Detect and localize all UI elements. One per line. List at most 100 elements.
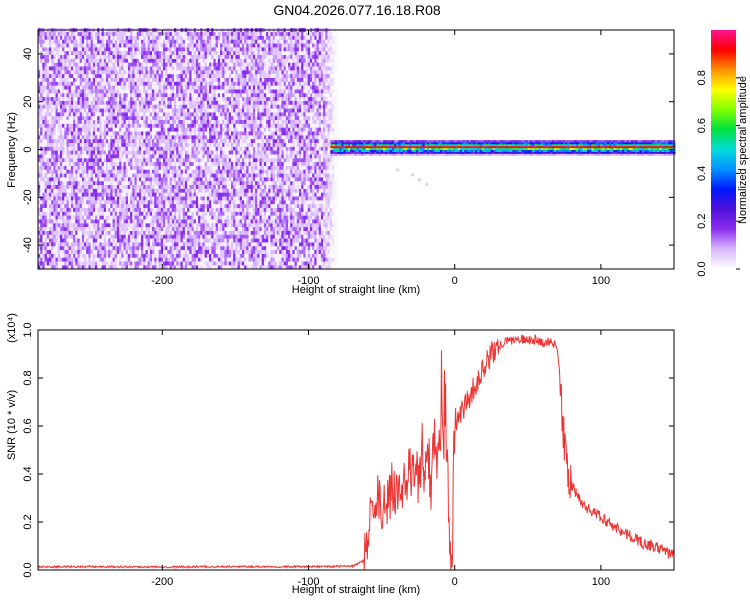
heatmap-cell <box>132 215 136 220</box>
heatmap-cell <box>116 66 120 71</box>
heatmap-cell <box>68 35 72 40</box>
heatmap-cell <box>191 62 195 67</box>
heatmap-cell <box>173 169 177 174</box>
heatmap-cell <box>198 138 202 143</box>
heatmap-cell <box>191 100 195 105</box>
heatmap-cell <box>147 249 151 254</box>
heatmap-cell <box>138 223 142 228</box>
heatmap-cell <box>53 62 57 67</box>
heatmap-cell <box>191 154 195 159</box>
heatmap-cell <box>44 131 48 136</box>
heatmap-cell <box>103 119 107 124</box>
heatmap-cell <box>180 253 184 258</box>
heatmap-cell <box>184 257 188 262</box>
heatmap-cell <box>110 169 114 174</box>
heatmap-cell <box>66 127 70 132</box>
heatmap-cell <box>42 246 46 251</box>
heatmap-cell <box>180 150 184 155</box>
heatmap-cell <box>193 96 197 101</box>
heatmap-cell <box>180 249 184 254</box>
heatmap-cell <box>169 215 173 220</box>
heatmap-cell <box>187 173 191 178</box>
heatmap-cell <box>99 184 103 189</box>
heatmap-cell <box>75 169 79 174</box>
heatmap-cell <box>48 116 52 121</box>
heatmap-cell <box>70 108 74 113</box>
heatmap-cell <box>44 51 48 56</box>
heatmap-cell <box>202 77 206 82</box>
heatmap-cell <box>169 242 173 247</box>
heatmap-cell <box>46 234 50 239</box>
heatmap-cell <box>154 31 158 36</box>
heatmap-cell <box>70 77 74 82</box>
heatmap-cell <box>86 73 90 78</box>
heatmap-cell <box>90 81 94 86</box>
heatmap-cell <box>51 39 55 44</box>
heatmap-cell <box>38 215 41 220</box>
heatmap-cell <box>81 138 85 143</box>
heatmap-cell <box>156 70 160 75</box>
heatmap-cell <box>132 184 136 189</box>
heatmap-cell <box>141 135 145 140</box>
heatmap-cell <box>57 207 61 212</box>
heatmap-cell <box>53 146 57 151</box>
heatmap-cell <box>145 219 149 224</box>
heatmap-cell <box>163 211 167 216</box>
heatmap-cell <box>202 66 206 71</box>
heatmap-cell <box>130 93 134 98</box>
heatmap-cell <box>114 203 118 208</box>
heatmap-cell <box>156 142 160 147</box>
heatmap-cell <box>165 35 169 40</box>
heatmap-cell <box>198 169 202 174</box>
heatmap-cell <box>92 207 96 212</box>
heatmap-cell <box>147 73 151 78</box>
heatmap-cell <box>105 158 109 163</box>
heatmap-cell <box>95 192 99 197</box>
heatmap-cell <box>163 200 167 205</box>
heatmap-cell <box>202 43 206 48</box>
heatmap-cell <box>108 70 112 75</box>
heatmap-cell <box>116 165 120 170</box>
heatmap-cell <box>152 96 156 101</box>
heatmap-cell <box>171 81 175 86</box>
heatmap-cell <box>165 119 169 124</box>
heatmap-cell <box>79 169 83 174</box>
heatmap-cell <box>51 226 55 231</box>
heatmap-cell <box>103 108 107 113</box>
heatmap-cell <box>77 31 81 36</box>
heatmap-cell <box>169 169 173 174</box>
heatmap-cell <box>180 177 184 182</box>
heatmap-cell <box>38 173 41 178</box>
heatmap-cell <box>112 169 116 174</box>
heatmap-cell <box>198 43 202 48</box>
heatmap-cell <box>95 127 99 132</box>
heatmap-cell <box>44 81 48 86</box>
heatmap-cell <box>176 188 180 193</box>
heatmap-cell <box>143 70 147 75</box>
heatmap-cell <box>165 66 169 71</box>
heatmap-cell <box>176 39 180 44</box>
heatmap-cell <box>149 249 153 254</box>
heatmap-cell <box>119 116 123 121</box>
heatmap-cell <box>191 66 195 71</box>
heatmap-cell <box>160 112 164 117</box>
heatmap-cell <box>75 104 79 109</box>
heatmap-cell <box>40 43 44 48</box>
heatmap-cell <box>202 154 206 159</box>
heatmap-cell <box>90 108 94 113</box>
heatmap-cell <box>101 173 105 178</box>
heatmap-cell <box>165 211 169 216</box>
heatmap-cell <box>202 207 206 212</box>
heatmap-cell <box>51 234 55 239</box>
heatmap-cell <box>59 58 63 63</box>
heatmap-cell <box>77 135 81 140</box>
heatmap-cell <box>193 246 197 251</box>
heatmap-cell <box>187 47 191 52</box>
heatmap-cell <box>64 196 68 201</box>
heatmap-cell <box>184 234 188 239</box>
heatmap-cell <box>95 31 99 36</box>
heatmap-cell <box>84 257 88 262</box>
heatmap-cell <box>189 127 193 132</box>
heatmap-cell <box>176 70 180 75</box>
heatmap-cell <box>62 234 66 239</box>
